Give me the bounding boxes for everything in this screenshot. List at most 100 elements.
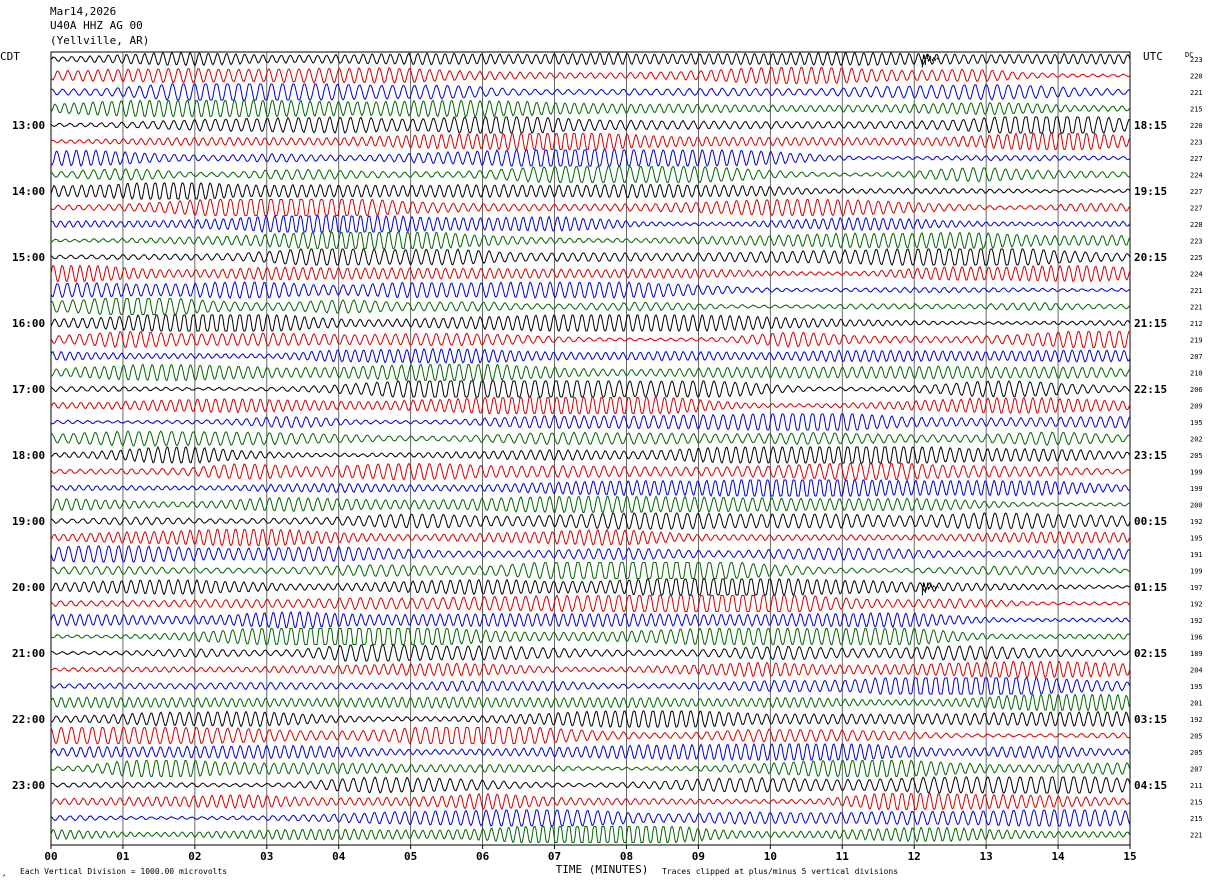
trace-line xyxy=(50,528,1131,547)
dc-value-label: 206 xyxy=(1190,386,1203,394)
dc-value-label: 221 xyxy=(1190,287,1203,295)
right-hour-label: 19:15 xyxy=(1134,185,1167,198)
dc-value-label: 227 xyxy=(1190,155,1203,163)
right-hour-label: 04:15 xyxy=(1134,779,1167,792)
left-hour-label: 21:00 xyxy=(12,647,45,660)
trace-line xyxy=(50,430,1131,447)
dc-value-label: 223 xyxy=(1190,238,1203,246)
dc-label: DC xyxy=(1185,51,1193,59)
trace-line xyxy=(50,149,1131,167)
trace-line xyxy=(50,611,1131,630)
x-tick-label: 10 xyxy=(764,850,777,863)
right-hour-label: 02:15 xyxy=(1134,647,1167,660)
plot-frame xyxy=(50,51,1131,846)
x-tick-label: 15 xyxy=(1123,850,1136,863)
trace-line xyxy=(50,132,1131,151)
dc-value-label: 196 xyxy=(1190,634,1203,642)
x-tick-label: 04 xyxy=(332,850,346,863)
x-tick-label: 08 xyxy=(620,850,633,863)
right-hour-label: 23:15 xyxy=(1134,449,1167,462)
scale-note: Each Vertical Division = 1000.00 microvo… xyxy=(20,867,228,876)
dc-value-label: 201 xyxy=(1190,700,1203,708)
dc-value-label: 195 xyxy=(1190,683,1203,691)
dc-value-label: 220 xyxy=(1190,122,1203,130)
dc-value-label: 224 xyxy=(1190,271,1203,279)
dc-value-label: 224 xyxy=(1190,172,1203,180)
dc-value-label: 225 xyxy=(1190,254,1203,262)
right-hour-label: 00:15 xyxy=(1134,515,1167,528)
x-axis-layer: 00 01 02 03 04 05 06 07 08 09 10 11 12 13 14 15 xyxy=(44,845,1137,863)
left-hour-label: 18:00 xyxy=(12,449,45,462)
dc-value-label: 204 xyxy=(1190,667,1203,675)
trace-line xyxy=(50,281,1131,300)
left-hour-label: 20:00 xyxy=(12,581,45,594)
left-hour-label: 15:00 xyxy=(12,251,45,264)
trace-line xyxy=(50,264,1131,283)
trace-line xyxy=(50,363,1131,382)
left-hour-label: 17:00 xyxy=(12,383,45,396)
trace-line xyxy=(50,627,1131,646)
dc-value-label: 227 xyxy=(1190,205,1203,213)
left-hour-label: 13:00 xyxy=(12,119,45,132)
dc-value-label: 215 xyxy=(1190,106,1203,114)
right-hour-label: 01:15 xyxy=(1134,581,1167,594)
dc-value-label: 221 xyxy=(1190,832,1203,840)
trace-line xyxy=(50,742,1131,762)
dc-value-label: 199 xyxy=(1190,469,1203,477)
dc-value-label: 215 xyxy=(1190,815,1203,823)
dc-value-label: 197 xyxy=(1190,584,1203,592)
right-hour-label: 18:15 xyxy=(1134,119,1167,132)
dc-value-label: 202 xyxy=(1190,436,1203,444)
dc-value-label: 221 xyxy=(1190,304,1203,312)
trace-line xyxy=(50,182,1131,201)
trace-line xyxy=(50,495,1131,514)
trace-line xyxy=(50,644,1131,662)
dc-value-label: 221 xyxy=(1190,89,1203,97)
left-hour-label: 19:00 xyxy=(12,515,45,528)
trace-line xyxy=(50,479,1131,498)
dc-value-label: 199 xyxy=(1190,568,1203,576)
x-tick-label: 07 xyxy=(548,850,561,863)
trace-line xyxy=(50,710,1131,729)
trace-line xyxy=(50,578,1131,596)
dc-value-label: 191 xyxy=(1190,551,1203,559)
dc-value-label: 192 xyxy=(1190,518,1203,526)
right-hour-label: 22:15 xyxy=(1134,383,1167,396)
dc-value-label: 195 xyxy=(1190,535,1203,543)
x-tick-label: 02 xyxy=(188,850,201,863)
trace-line xyxy=(51,792,1131,811)
x-tick-label: 13 xyxy=(980,850,993,863)
trace-line xyxy=(50,214,1131,234)
x-tick-label: 11 xyxy=(836,850,850,863)
dc-labels-layer: 223 220 221 215 220 223 227 224 227 227 228 223 225 2… xyxy=(1190,56,1203,840)
x-tick-label: 14 xyxy=(1051,850,1065,863)
x-axis-title: TIME (MINUTES) xyxy=(556,863,649,876)
trace-line xyxy=(50,51,1131,68)
trace-line xyxy=(50,660,1131,679)
x-tick-label: 09 xyxy=(692,850,705,863)
dc-value-label: 205 xyxy=(1190,733,1203,741)
trace-line xyxy=(50,330,1130,349)
trace-line xyxy=(50,677,1131,695)
left-hour-label: 22:00 xyxy=(12,713,45,726)
x-tick-label: 01 xyxy=(116,850,130,863)
trace-line xyxy=(50,594,1130,613)
trace-line xyxy=(50,809,1131,827)
dc-value-label: 189 xyxy=(1190,650,1203,658)
trace-line xyxy=(50,99,1131,118)
trace-line xyxy=(50,198,1131,217)
trace-line xyxy=(50,314,1131,333)
trace-line xyxy=(50,116,1131,134)
dc-value-label: 200 xyxy=(1190,502,1203,510)
header-date: Mar14,2026 xyxy=(50,5,117,18)
trace-line xyxy=(50,462,1131,481)
dc-value-label: 195 xyxy=(1190,419,1203,427)
traces-layer xyxy=(50,51,1131,844)
trace-line xyxy=(50,347,1131,364)
trace-line xyxy=(50,297,1131,316)
dc-value-label: 192 xyxy=(1190,617,1203,625)
trace-line xyxy=(50,83,1131,101)
trace-line xyxy=(50,825,1131,844)
dc-value-label: 211 xyxy=(1190,782,1203,790)
dc-value-label: 199 xyxy=(1190,485,1203,493)
